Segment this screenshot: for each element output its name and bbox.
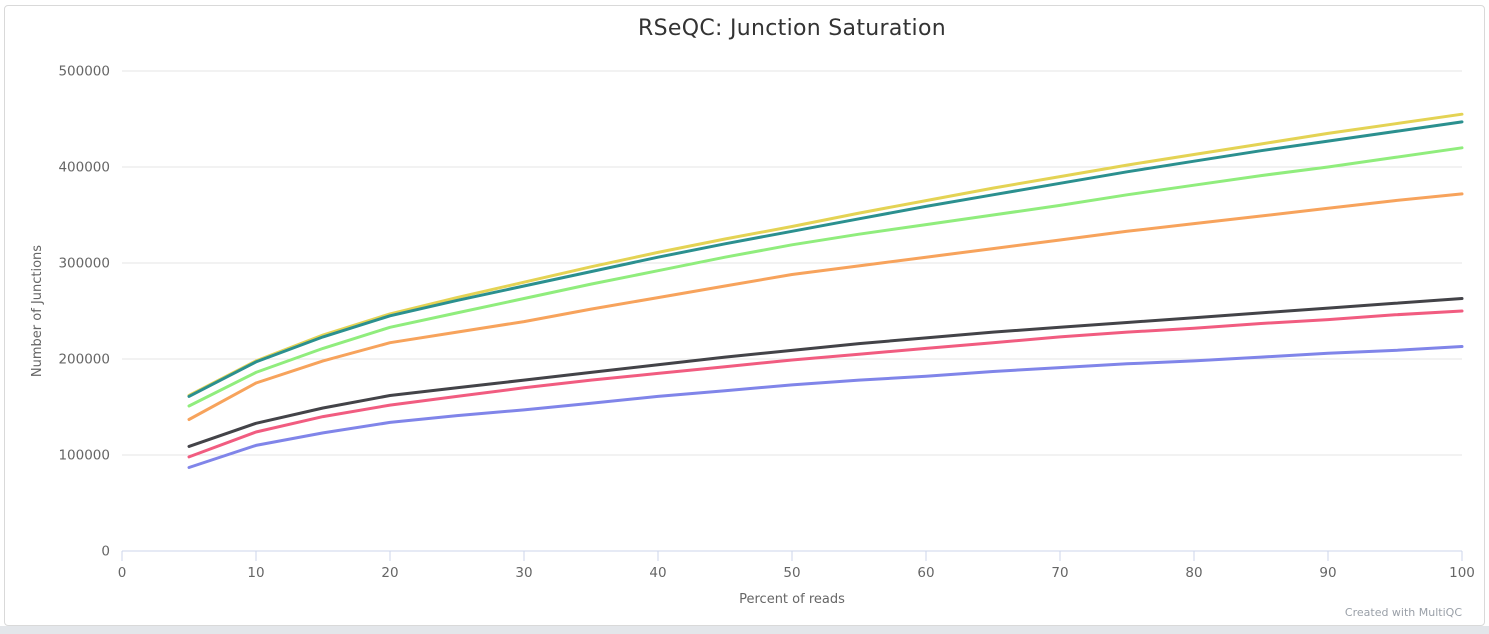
x-tick-label: 50 [783, 565, 800, 581]
x-tick-label: 40 [649, 565, 666, 581]
y-tick-label: 300000 [58, 256, 110, 272]
multiqc-watermark: Created with MultiQC [1344, 606, 1462, 619]
x-axis-title: Percent of reads [739, 592, 845, 607]
series-line-series-orange[interactable] [187, 192, 1464, 421]
y-tick-label: 0 [101, 544, 110, 560]
x-tick-label: 10 [247, 565, 264, 581]
junction-saturation-chart-card: RSeQC: Junction Saturation Number of Jun… [4, 5, 1485, 626]
y-tick-label: 100000 [58, 448, 110, 464]
x-tick-label: 70 [1051, 565, 1068, 581]
series-line-series-green[interactable] [187, 146, 1464, 408]
series-line-series-teal[interactable] [187, 120, 1464, 398]
x-tick-label: 60 [917, 565, 934, 581]
x-tick-label: 30 [515, 565, 532, 581]
y-tick-label: 200000 [58, 352, 110, 368]
series-line-series-yellow[interactable] [187, 112, 1464, 397]
y-tick-label: 500000 [58, 64, 110, 80]
x-tick-label: 0 [118, 565, 127, 581]
y-tick-label: 400000 [58, 160, 110, 176]
x-tick-label: 100 [1449, 565, 1475, 581]
x-tick-label: 80 [1185, 565, 1202, 581]
page-background-strip [0, 626, 1489, 634]
series-line-series-purple[interactable] [187, 345, 1464, 469]
series-line-series-black[interactable] [187, 297, 1464, 448]
plot-area[interactable]: 0 100000 200000 300000 400000 500000 0 10 20 30 40… [5, 6, 1484, 625]
x-tick-label: 20 [381, 565, 398, 581]
x-tick-label: 90 [1319, 565, 1336, 581]
series-line-series-pink[interactable] [187, 309, 1464, 459]
chart-title: RSeQC: Junction Saturation [638, 16, 946, 41]
